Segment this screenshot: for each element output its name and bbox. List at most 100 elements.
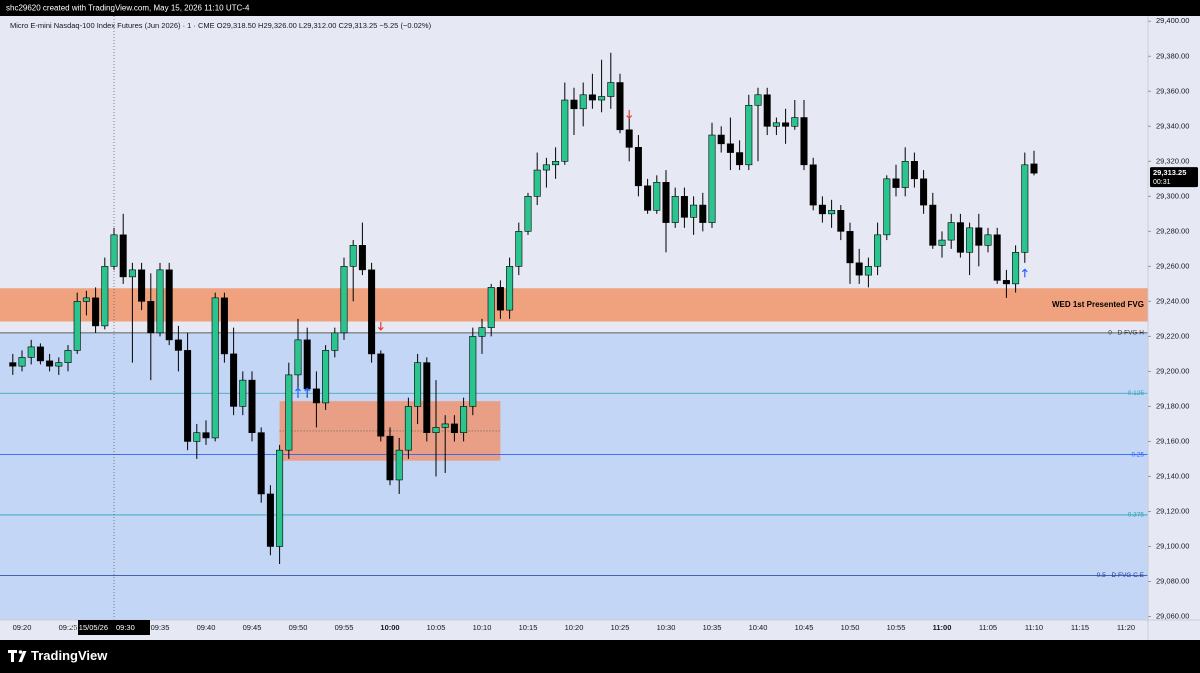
- x-tick-label: 09:40: [197, 623, 216, 632]
- candle-body: [73, 301, 81, 351]
- candle-body: [55, 362, 63, 367]
- candle-body: [736, 152, 744, 166]
- signal-arrow: [377, 321, 384, 331]
- y-tick-label: 29,140.00: [1156, 471, 1189, 480]
- fib-level-label: 0.25: [1131, 451, 1144, 458]
- x-tick-label: 09:45: [243, 623, 262, 632]
- candle-body: [101, 266, 109, 327]
- candle-body: [671, 196, 679, 223]
- candle-body: [864, 266, 872, 276]
- candle-body: [478, 327, 486, 337]
- header-bar: [0, 0, 1200, 16]
- x-tick-label: 10:10: [473, 623, 492, 632]
- candle-body: [874, 234, 882, 267]
- plot: WED 1st Presented FVG 0 - D FVG H 0.125 0.2…: [0, 16, 1148, 620]
- fib-level-label: 0 - D FVG H: [1108, 330, 1144, 337]
- x-tick-label: 10:20: [565, 623, 584, 632]
- last-price-label: 29,313.25: [1153, 168, 1186, 177]
- crosshair-time-box: [78, 620, 150, 635]
- candle-body: [340, 266, 348, 334]
- last-price-box: [1150, 167, 1198, 188]
- candle-body: [699, 204, 707, 223]
- candle-body: [395, 449, 403, 481]
- candle-body: [202, 432, 210, 439]
- candle-body: [18, 357, 26, 367]
- candle-body: [598, 96, 606, 101]
- fib-level-label: 0.125: [1128, 390, 1145, 397]
- x-tick-label: 11:00: [933, 623, 952, 632]
- candle-body: [837, 210, 845, 232]
- candle-body: [377, 353, 385, 437]
- candle-body: [920, 178, 928, 206]
- candle-body: [579, 94, 587, 110]
- candle-body: [138, 269, 146, 302]
- candle-body: [506, 266, 514, 311]
- brand-name: TradingView: [31, 648, 108, 663]
- last-price-countdown: 00:31: [1153, 179, 1171, 186]
- x-tick-label: 10:55: [887, 623, 906, 632]
- candle-body: [625, 129, 633, 148]
- candle-body: [441, 423, 449, 428]
- candle-body: [147, 301, 155, 334]
- x-tick-label: 09:55: [335, 623, 354, 632]
- candle-body: [487, 287, 495, 328]
- candle-body: [92, 297, 100, 327]
- candle-body: [220, 297, 228, 355]
- candle-body: [184, 350, 192, 442]
- candle-body: [211, 297, 219, 439]
- candle-body: [1021, 164, 1029, 253]
- candle-body: [662, 182, 670, 223]
- candle-body: [1030, 163, 1038, 174]
- candle-body: [690, 204, 698, 218]
- candle-body: [515, 231, 523, 267]
- candle-body: [552, 161, 560, 166]
- candle-body: [110, 234, 118, 267]
- candle-body: [266, 493, 274, 547]
- candle-body: [542, 164, 550, 171]
- y-tick-label: 29,340.00: [1156, 121, 1189, 130]
- x-tick-label: 11:05: [979, 623, 997, 632]
- x-tick-label: 10:15: [519, 623, 538, 632]
- y-tick-label: 29,320.00: [1156, 156, 1189, 165]
- y-tick-label: 29,400.00: [1156, 16, 1189, 25]
- candle-body: [570, 99, 578, 110]
- candle-body: [119, 234, 127, 278]
- candle-body: [1012, 252, 1020, 285]
- candle-body: [956, 222, 964, 253]
- y-tick-label: 29,120.00: [1156, 506, 1189, 515]
- fvg-band: [0, 288, 1148, 322]
- candle-body: [193, 432, 201, 442]
- x-tick-label: 11:15: [1071, 623, 1089, 632]
- crosshair-date: Fri 15/05/26: [68, 623, 108, 632]
- candle-body: [708, 134, 716, 223]
- candle-body: [349, 245, 357, 267]
- fib-level-label: 0.375: [1128, 512, 1145, 519]
- candle-body: [680, 196, 688, 218]
- x-tick-label: 10:00: [380, 623, 399, 632]
- candle-body: [276, 449, 284, 547]
- x-tick-label: 10:25: [611, 623, 630, 632]
- signal-arrow: [626, 110, 633, 119]
- candle-body: [892, 178, 900, 188]
- y-tick-label: 29,160.00: [1156, 436, 1189, 445]
- candle-body: [257, 432, 265, 495]
- candle-body: [726, 143, 734, 153]
- candle-body: [653, 182, 661, 211]
- candle-body: [975, 227, 983, 246]
- x-tick-label: 11:10: [1025, 623, 1043, 632]
- fvg-band-label: WED 1st Presented FVG: [1052, 300, 1144, 309]
- candle-body: [386, 435, 394, 481]
- candle-body: [174, 339, 182, 351]
- candle-body: [533, 169, 541, 197]
- candle-body: [450, 423, 458, 433]
- candle-body: [846, 231, 854, 264]
- candle-body: [782, 122, 790, 127]
- candle-body: [791, 117, 799, 127]
- candle-body: [128, 269, 136, 278]
- y-tick-label: 29,240.00: [1156, 296, 1189, 305]
- candle-body: [239, 379, 247, 407]
- y-tick-label: 29,260.00: [1156, 261, 1189, 270]
- candle-body: [938, 239, 946, 246]
- x-tick-label: 10:50: [841, 623, 860, 632]
- candle-body: [9, 362, 17, 367]
